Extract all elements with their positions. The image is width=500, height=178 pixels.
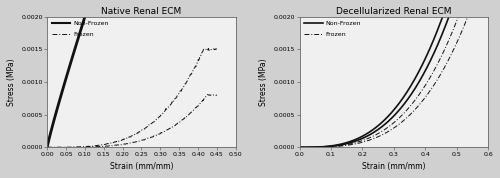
Title: Decellularized Renal ECM: Decellularized Renal ECM (336, 7, 452, 16)
Title: Native Renal ECM: Native Renal ECM (102, 7, 182, 16)
X-axis label: Strain (mm/mm): Strain (mm/mm) (110, 162, 173, 171)
Legend: Non-Frozen, Frozen: Non-Frozen, Frozen (302, 20, 362, 39)
Y-axis label: Stress (MPa): Stress (MPa) (7, 58, 16, 106)
Y-axis label: Stress (MPa): Stress (MPa) (260, 58, 268, 106)
Legend: Non-Frozen, Frozen: Non-Frozen, Frozen (50, 20, 110, 39)
X-axis label: Strain (mm/mm): Strain (mm/mm) (362, 162, 426, 171)
